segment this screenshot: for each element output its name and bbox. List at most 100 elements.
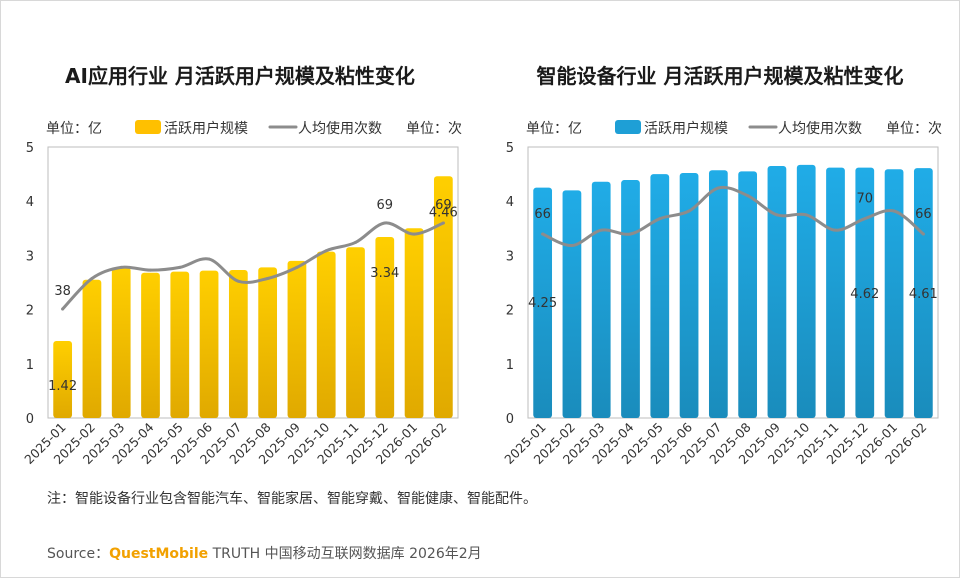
line-point-2026-02 [441, 221, 445, 225]
bar-2026-01 [884, 169, 904, 418]
y-tick-label: 1 [506, 358, 514, 373]
line-point-2025-02 [90, 276, 94, 280]
line-point-2025-02 [570, 244, 574, 247]
line-point-2025-10 [324, 249, 328, 253]
line-point-2025-12 [383, 221, 387, 225]
chart-title: 智能设备行业 月活跃用户规模及粘性变化 [537, 64, 904, 88]
bar-value-label: 3.34 [370, 266, 399, 281]
legend-bar-label: 活跃用户规模 [164, 120, 248, 137]
legend-bar-swatch [615, 120, 641, 134]
bar-2025-03 [591, 181, 611, 418]
bar-2025-08 [258, 267, 278, 418]
line-point-2025-08 [746, 194, 750, 198]
source-suffix: TRUTH 中国移动互联网数据库 2026年2月 [208, 546, 482, 562]
line-value-label: 70 [857, 192, 874, 207]
y-tick-label: 4 [506, 195, 514, 210]
line-point-2025-09 [775, 213, 779, 217]
line-point-2025-04 [149, 268, 152, 272]
plot-area-border [527, 146, 939, 419]
y-tick-label: 0 [506, 412, 514, 427]
line-point-2025-03 [119, 265, 123, 269]
bar-2026-01 [404, 228, 424, 418]
bar-2025-04 [141, 272, 160, 418]
bar-2025-09 [767, 165, 787, 418]
line-value-label: 66 [915, 207, 932, 222]
line-point-2025-11 [354, 240, 357, 244]
y-tick-label: 2 [506, 304, 514, 319]
line-point-2025-09 [295, 265, 299, 269]
bar-2025-02 [562, 190, 582, 418]
bar-2025-12 [855, 167, 875, 418]
y-tick-label: 5 [26, 141, 34, 156]
bar-value-label: 4.62 [850, 287, 879, 302]
bar-2025-08 [738, 171, 758, 418]
bar-2025-11 [826, 167, 845, 418]
footnote: 注：智能设备行业包含智能汽车、智能家居、智能穿戴、智能健康、智能配件。 [47, 491, 537, 507]
source-prefix: Source： [47, 546, 110, 562]
bar-2025-06 [199, 270, 219, 418]
bar-value-label: 4.25 [528, 296, 557, 311]
chart-title: AI应用行业 月活跃用户规模及粘性变化 [65, 64, 415, 88]
y-axis-unit-label: 单位：亿 [46, 121, 102, 137]
y-tick-label: 2 [26, 304, 34, 319]
line-point-2025-11 [834, 228, 837, 232]
line-point-2025-01 [61, 307, 65, 311]
line-point-2025-04 [629, 232, 632, 236]
bar-2025-11 [346, 247, 365, 418]
bar-2025-12 [375, 236, 395, 418]
bar-2025-05 [170, 271, 190, 418]
line-value-label: 66 [534, 207, 551, 222]
line-point-2025-05 [178, 265, 182, 269]
legend-line-label: 人均使用次数 [298, 120, 382, 137]
bar-2026-02 [433, 176, 453, 418]
bar-2025-04 [621, 180, 640, 418]
line-point-2025-07 [236, 279, 240, 283]
line-point-2025-12 [863, 217, 867, 221]
y-axis-unit-label: 单位：亿 [526, 121, 582, 137]
bar-2025-10 [316, 251, 336, 418]
bar-2025-02 [82, 279, 102, 418]
line-point-2025-07 [716, 186, 720, 190]
line-point-2026-01 [412, 232, 416, 236]
bar-2025-06 [679, 173, 699, 418]
bar-value-label: 4.61 [909, 287, 938, 302]
y-tick-label: 4 [26, 195, 34, 210]
bar-2025-01 [533, 187, 553, 418]
bar-value-label: 4.46 [429, 205, 458, 220]
bar-2025-07 [228, 270, 248, 418]
y-tick-label: 3 [506, 249, 514, 264]
legend-line-label: 人均使用次数 [778, 120, 862, 137]
line-point-2025-08 [266, 276, 270, 280]
y2-axis-unit-label: 单位：次 [886, 121, 942, 137]
line-point-2025-10 [804, 213, 808, 217]
ai-app-chart-panel: AI应用行业 月活跃用户规模及粘性变化单位：亿 单位：次 活跃用户规模 人均使用次数 0… [0, 0, 480, 480]
bar-2025-03 [111, 267, 131, 418]
line-point-2025-06 [687, 209, 691, 213]
line-value-label: 69 [377, 198, 394, 213]
line-point-2026-02 [921, 232, 925, 236]
line-point-2025-03 [599, 228, 603, 232]
line-value-label: 69 [435, 198, 452, 213]
y2-axis-unit-label: 单位：次 [406, 121, 462, 137]
source-brand: QuestMobile [109, 546, 209, 562]
line-point-2025-05 [658, 217, 662, 221]
y-tick-label: 1 [26, 358, 34, 373]
bar-2025-09 [287, 260, 307, 418]
bar-2025-10 [796, 164, 816, 418]
legend-bar-label: 活跃用户规模 [644, 120, 728, 137]
y-tick-label: 0 [26, 412, 34, 427]
smart-device-chart-panel: 智能设备行业 月活跃用户规模及粘性变化单位：亿 单位：次 活跃用户规模 人均使用次数 0… [480, 0, 960, 480]
line-value-label: 38 [54, 284, 71, 299]
line-point-2025-01 [541, 232, 545, 236]
source-line: Source：QuestMobile TRUTH 中国移动互联网数据库 2026… [47, 543, 482, 563]
bar-2025-07 [708, 170, 728, 418]
bar-value-label: 1.42 [48, 379, 77, 394]
line-point-2025-06 [207, 257, 211, 261]
plot-area-border [47, 146, 459, 419]
bar-2025-05 [650, 174, 670, 418]
y-tick-label: 3 [26, 249, 34, 264]
usage-line [541, 185, 925, 247]
usage-line [61, 221, 445, 311]
